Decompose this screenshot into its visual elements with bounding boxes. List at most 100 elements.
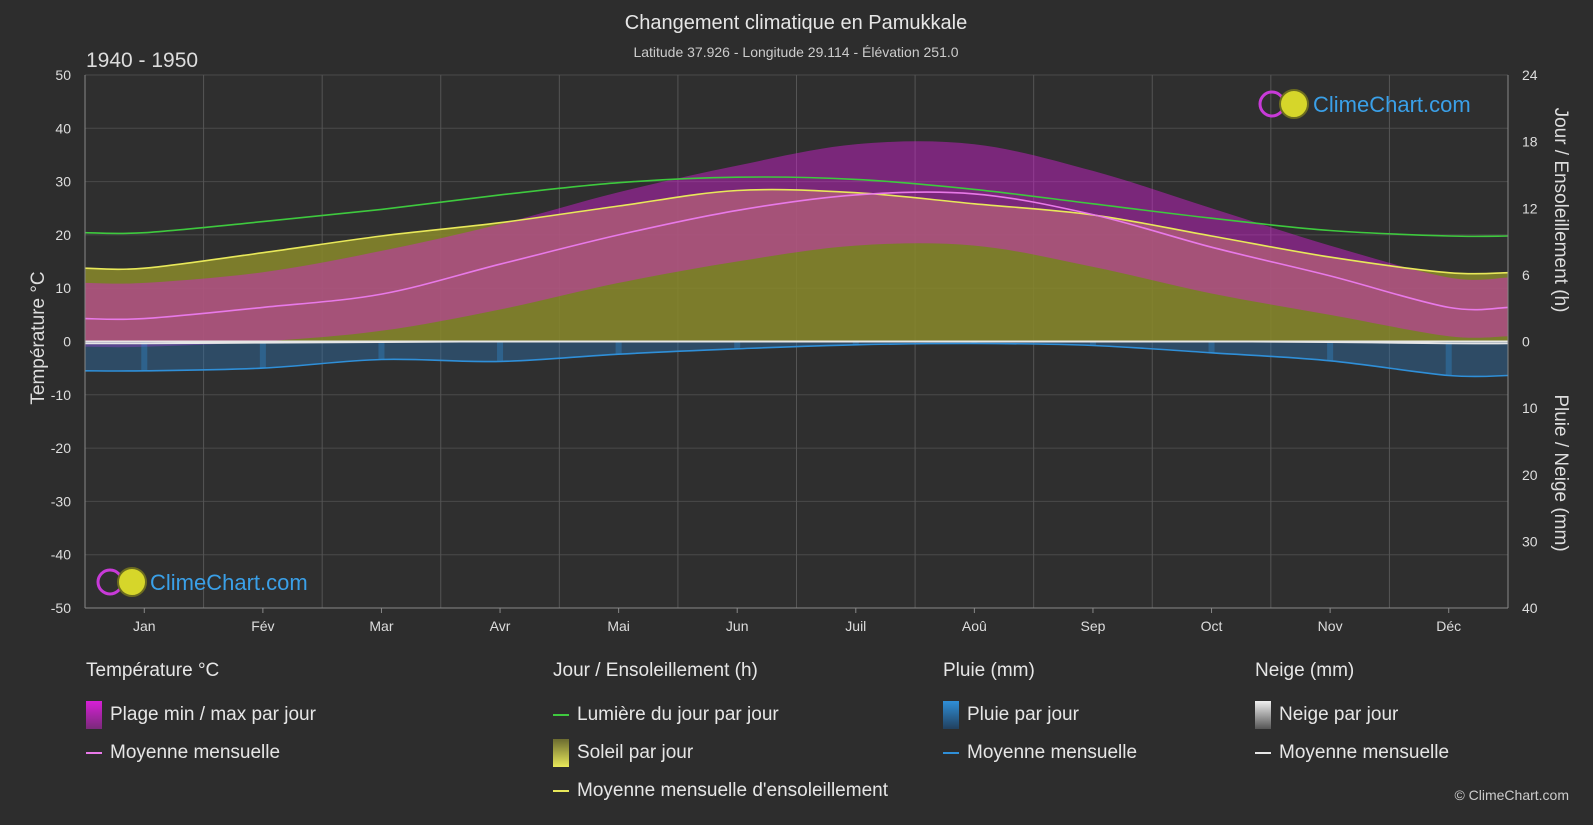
snow-mean-swatch (1255, 752, 1271, 754)
legend-item: Moyenne mensuelle (943, 734, 1137, 772)
legend-label: Plage min / max par jour (110, 704, 316, 725)
rain-mean-swatch (943, 752, 959, 754)
legend-label: Moyenne mensuelle (110, 742, 281, 763)
legend-label: Moyenne mensuelle (967, 742, 1138, 763)
month-label: Sep (1080, 618, 1105, 634)
legend-snow: Neige (mm) Neige par jour Moyenne mensue… (1255, 660, 1449, 772)
month-label: Fév (251, 618, 274, 634)
rain-bar (141, 341, 148, 371)
copyright: © ClimeChart.com (1454, 787, 1569, 803)
legend-label: Moyenne mensuelle d'ensoleillement (577, 780, 888, 801)
legend-temp-title: Température °C (86, 660, 220, 681)
legend-item: Moyenne mensuelle (86, 734, 316, 772)
legend-label: Soleil par jour (577, 742, 694, 763)
right-bottom-tick-label: 10 (1522, 400, 1538, 416)
left-tick-label: -30 (51, 493, 71, 509)
legend-item: Neige par jour (1255, 696, 1449, 734)
left-tick-label: 20 (55, 227, 71, 243)
month-label: Déc (1436, 618, 1461, 634)
month-label: Avr (490, 618, 511, 634)
sunshine-mean-line (84, 188, 1509, 275)
left-tick-label: 50 (55, 67, 71, 83)
rain-bar (615, 341, 622, 355)
climate-chart: Changement climatique en Pamukkale Latit… (28, 12, 1571, 634)
month-label: Aoû (962, 618, 987, 634)
month-label: Jan (133, 618, 156, 634)
sunshine-swatch (553, 739, 569, 767)
legend-label: Moyenne mensuelle (1279, 742, 1450, 763)
legend-item: Pluie par jour (943, 696, 1137, 734)
legend-snow-title: Neige (mm) (1255, 660, 1355, 681)
legend-item: Soleil par jour (553, 734, 888, 772)
left-tick-label: 40 (55, 120, 71, 136)
right-bottom-tick-label: 30 (1522, 533, 1538, 549)
legend-temperature: Température °C Plage min / max par jour … (86, 660, 316, 772)
rain-bar (378, 341, 385, 360)
rain-swatch (943, 701, 959, 729)
legend-rain-title: Pluie (mm) (943, 660, 1035, 681)
legend-sun-title: Jour / Ensoleillement (h) (553, 660, 758, 681)
chart-subtitle: Latitude 37.926 - Longitude 29.114 - Élé… (633, 44, 958, 60)
left-tick-label: 10 (55, 280, 71, 296)
temp-mean-swatch (86, 752, 102, 754)
logo-sun-icon (1279, 89, 1309, 119)
rain-mean-line (84, 342, 1509, 378)
month-label: Juil (845, 618, 866, 634)
temp-range-swatch (86, 701, 102, 729)
logo-sun-icon (117, 567, 147, 597)
right-top-tick-label: 18 (1522, 134, 1538, 150)
series-fills (85, 141, 1508, 377)
right-bottom-tick-label: 40 (1522, 600, 1538, 616)
right-top-tick-label: 6 (1522, 267, 1530, 283)
chart-title: Changement climatique en Pamukkale (625, 12, 967, 34)
month-label: Nov (1318, 618, 1343, 634)
rain-area (85, 341, 1508, 377)
sunshine-mean-swatch (553, 790, 569, 792)
brand-logo-bottom: ClimeChart.com (96, 567, 308, 597)
rain-bar (1089, 341, 1096, 346)
legend-sunshine: Jour / Ensoleillement (h) Lumière du jou… (553, 660, 888, 810)
left-axis-label: Température °C (28, 271, 49, 404)
daylight-line (84, 176, 1509, 238)
axes: 50 40 30 20 10 0 -10 -20 -30 -40 -50 24 18 12 6 0 10 20 30… (51, 67, 1538, 634)
brand-logo-top: ClimeChart.com (1258, 89, 1471, 119)
snow-swatch (1255, 701, 1271, 729)
brand-text-top: ClimeChart.com (1313, 92, 1471, 117)
legend-item: Moyenne mensuelle (1255, 734, 1449, 772)
temp-mean-line (84, 191, 1509, 321)
period-label: 1940 - 1950 (86, 49, 198, 72)
brand-text-bottom: ClimeChart.com (150, 570, 308, 595)
temp-range-band (85, 141, 1508, 348)
left-tick-label: -40 (51, 547, 71, 563)
left-tick-label: -50 (51, 600, 71, 616)
legend-label: Lumière du jour par jour (577, 704, 779, 725)
right-bottom-tick-label: 20 (1522, 467, 1538, 483)
sunshine-area (85, 189, 1508, 342)
rain-bar (852, 341, 859, 345)
month-label: Jun (726, 618, 749, 634)
right-axis-bottom-label: Pluie / Neige (mm) (1550, 394, 1571, 551)
rain-bar (734, 341, 741, 349)
right-axis-top-label: Jour / Ensoleillement (h) (1550, 108, 1571, 313)
month-label: Oct (1201, 618, 1223, 634)
left-tick-label: 0 (63, 334, 71, 350)
left-tick-label: 30 (55, 174, 71, 190)
left-tick-label: -10 (51, 387, 71, 403)
rain-bar (497, 341, 504, 362)
rain-bar (259, 341, 266, 369)
rain-bar (1327, 341, 1334, 361)
rain-bar (1445, 341, 1452, 376)
month-label: Mai (607, 618, 630, 634)
rain-bar (1208, 341, 1215, 353)
right-top-tick-label: 24 (1522, 67, 1538, 83)
legend-item: Moyenne mensuelle d'ensoleillement (553, 772, 888, 810)
legend-item: Lumière du jour par jour (553, 696, 888, 734)
legend-label: Pluie par jour (967, 704, 1079, 725)
left-tick-label: -20 (51, 440, 71, 456)
right-top-tick-label: 0 (1522, 334, 1530, 350)
month-label: Mar (369, 618, 393, 634)
legend-rain: Pluie (mm) Pluie par jour Moyenne mensue… (943, 660, 1137, 772)
legend-item: Plage min / max par jour (86, 696, 316, 734)
daylight-swatch (553, 714, 569, 716)
right-top-tick-label: 12 (1522, 200, 1538, 216)
